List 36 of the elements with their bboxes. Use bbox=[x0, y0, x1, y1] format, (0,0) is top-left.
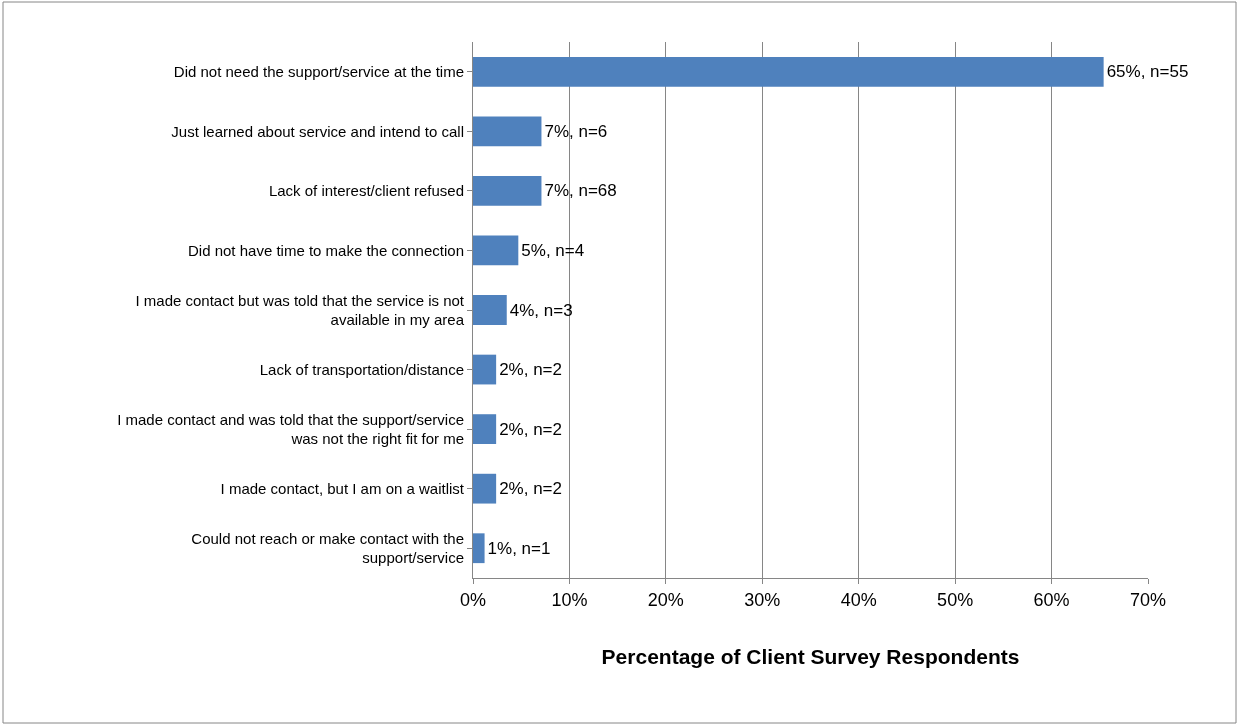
data-label: 2%, n=2 bbox=[499, 360, 562, 380]
y-tick-label: Did not need the support/service at the time bbox=[173, 63, 464, 81]
y-tick-label: Lack of interest/client refused bbox=[268, 182, 464, 200]
data-label: 65%, n=55 bbox=[1106, 62, 1189, 82]
y-tick-label: Just learned about service and intend to call bbox=[171, 122, 464, 140]
bar bbox=[473, 295, 507, 325]
bar bbox=[473, 56, 1104, 87]
bar bbox=[473, 116, 542, 147]
data-label: 2%, n=2 bbox=[499, 419, 562, 439]
y-tick-label: Lack of transportation/distance bbox=[259, 360, 464, 378]
bar bbox=[473, 235, 519, 266]
data-label: 5%, n=4 bbox=[521, 240, 585, 260]
x-tick-label: 70% bbox=[1129, 589, 1167, 610]
data-label: 1%, n=1 bbox=[487, 538, 551, 558]
bar bbox=[473, 176, 542, 206]
y-tick-label: I made contact, but I am on a waitlist bbox=[220, 479, 465, 497]
bar bbox=[473, 533, 485, 564]
x-tick-label: 0% bbox=[459, 589, 487, 610]
y-tick-label: I made contact and was told that the support/service was not the right fit for me bbox=[117, 410, 464, 448]
y-tick-label: Could not reach or make contact with the support/service bbox=[191, 529, 464, 567]
bar bbox=[473, 414, 497, 444]
data-label: 7%, n=68 bbox=[544, 181, 617, 201]
data-label: 2%, n=2 bbox=[499, 479, 562, 499]
x-tick-label: 40% bbox=[840, 589, 877, 610]
x-tick-label: 20% bbox=[647, 589, 684, 610]
bar bbox=[473, 354, 497, 385]
data-label: 4%, n=3 bbox=[509, 300, 573, 320]
data-label: 7%, n=6 bbox=[544, 121, 608, 141]
x-tick-label: 10% bbox=[551, 589, 588, 610]
x-tick-label: 50% bbox=[937, 589, 974, 610]
x-tick-label: 60% bbox=[1033, 589, 1070, 610]
x-tick-label: 30% bbox=[744, 589, 781, 610]
bar bbox=[473, 473, 497, 504]
y-tick-label: Did not have time to make the connection bbox=[188, 241, 464, 259]
x-axis-title: Percentage of Client Survey Respondents bbox=[601, 644, 1020, 668]
y-tick-label: I made contact but was told that the service is not available in my area bbox=[135, 291, 465, 328]
